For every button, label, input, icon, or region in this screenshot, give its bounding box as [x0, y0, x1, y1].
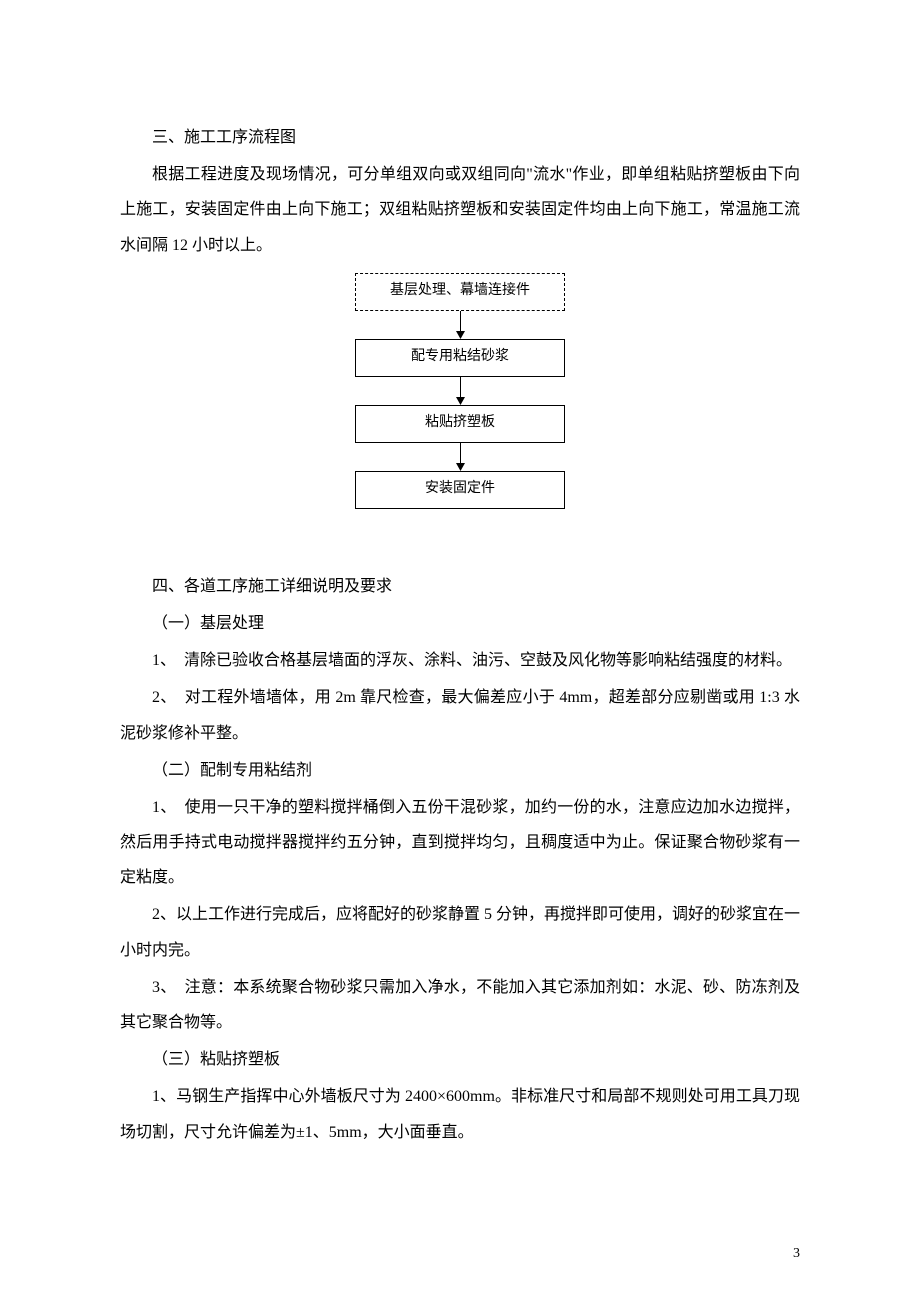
spacer [120, 539, 800, 569]
section-4-heading: 四、各道工序施工详细说明及要求 [120, 569, 800, 604]
sub-2-item-2: 2、以上工作进行完成后，应将配好的砂浆静置 5 分钟，再搅拌即可使用，调好的砂浆… [120, 897, 800, 967]
page-number: 3 [793, 1246, 800, 1262]
sub-3-title: （三）粘贴挤塑板 [120, 1042, 800, 1077]
sub-2-title: （二）配制专用粘结剂 [120, 753, 800, 788]
sub-1-item-1: 1、 清除已验收合格基层墙面的浮灰、涂料、油污、空鼓及风化物等影响粘结强度的材料… [120, 643, 800, 678]
sub-2-item-1: 1、 使用一只干净的塑料搅拌桶倒入五份干混砂浆，加约一份的水，注意应边加水边搅拌… [120, 790, 800, 896]
sub-3-item-1: 1、马钢生产指挥中心外墙板尺寸为 2400×600mm。非标准尺寸和局部不规则处… [120, 1079, 800, 1149]
flow-arrow-icon [460, 377, 461, 405]
sub-2-item-3: 3、 注意：本系统聚合物砂浆只需加入净水，不能加入其它添加剂如：水泥、砂、防冻剂… [120, 970, 800, 1040]
process-flowchart: 基层处理、幕墙连接件 配专用粘结砂浆 粘贴挤塑板 安装固定件 [120, 273, 800, 509]
sub-1-item-2: 2、 对工程外墙墙体，用 2m 靠尺检查，最大偏差应小于 4mm，超差部分应剔凿… [120, 680, 800, 750]
flow-arrow-icon [460, 311, 461, 339]
document-page: 三、施工工序流程图 根据工程进度及现场情况，可分单组双向或双组同向"流水"作业，… [0, 0, 920, 1212]
section-3-heading: 三、施工工序流程图 [120, 120, 800, 155]
flow-node-3: 安装固定件 [355, 471, 565, 509]
flow-node-2: 粘贴挤塑板 [355, 405, 565, 443]
section-3-paragraph: 根据工程进度及现场情况，可分单组双向或双组同向"流水"作业，即单组粘贴挤塑板由下… [120, 157, 800, 263]
flow-arrow-icon [460, 443, 461, 471]
sub-1-title: （一）基层处理 [120, 606, 800, 641]
flow-node-1: 配专用粘结砂浆 [355, 339, 565, 377]
flow-node-0: 基层处理、幕墙连接件 [355, 273, 565, 311]
